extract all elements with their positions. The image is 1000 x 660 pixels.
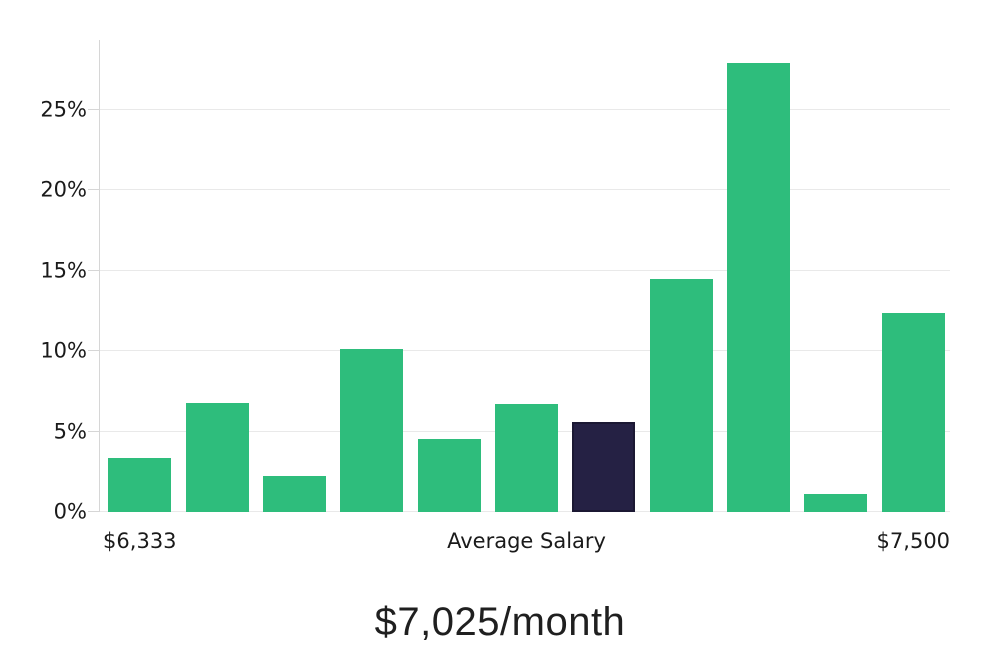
salary-bucket-bar[interactable] <box>185 403 249 512</box>
y-axis-label: 5% <box>53 419 87 444</box>
salary-bucket-bar[interactable] <box>727 63 791 512</box>
average-salary-bar[interactable] <box>572 421 636 512</box>
x-axis-label: Average Salary <box>447 529 606 553</box>
salary-bucket-bar[interactable] <box>108 458 172 512</box>
y-axis-tick <box>88 430 100 432</box>
salary-bucket-bar[interactable] <box>804 493 868 512</box>
y-axis-label: 10% <box>40 338 87 363</box>
y-axis-tick <box>88 189 100 191</box>
x-axis-label: $6,333 <box>103 529 177 553</box>
salary-bucket-bar[interactable] <box>881 313 945 512</box>
gridline <box>100 350 950 352</box>
y-axis-tick <box>88 350 100 352</box>
gridline <box>100 108 950 110</box>
gridline <box>100 269 950 271</box>
plot-area: 0% 5% 10% 15% 20% 25% $6,333 Average Salary $7,5… <box>40 40 950 553</box>
salary-bucket-bar[interactable] <box>495 404 559 512</box>
y-axis-label: 0% <box>53 499 87 524</box>
y-axis-tick <box>88 511 100 512</box>
y-axis-label: 15% <box>40 258 87 283</box>
salary-bucket-bar[interactable] <box>649 278 713 512</box>
average-salary-title: $7,025/month <box>374 600 626 644</box>
salary-bucket-bar[interactable] <box>340 348 404 512</box>
y-axis-label: 20% <box>40 177 87 202</box>
y-axis-label: 25% <box>40 97 87 122</box>
salary-bucket-bar[interactable] <box>263 475 326 512</box>
y-axis-tick <box>88 108 100 110</box>
y-axis-tick <box>88 269 100 271</box>
salary-bucket-bar[interactable] <box>417 438 481 512</box>
gridline <box>100 189 950 191</box>
x-axis-label: $7,500 <box>876 529 951 553</box>
